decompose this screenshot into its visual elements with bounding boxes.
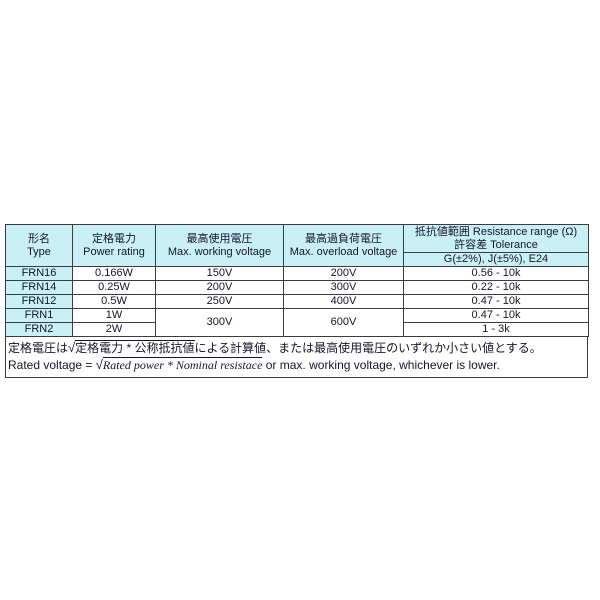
cell-overload-voltage: 200V bbox=[283, 266, 404, 281]
resistor-spec-container: 形名 Type 定格電力 Power rating 最高使用電圧 Max. wo… bbox=[5, 224, 589, 378]
header-power-en: Power rating bbox=[83, 245, 145, 258]
footnote: 定格電圧は√定格電力 * 公称抵抗値による計算値、または最高使用電圧のいずれか小… bbox=[5, 337, 588, 378]
footnote-en-radicand: Rated power * Nominal resistace bbox=[102, 357, 263, 372]
cell-overload-voltage: 400V bbox=[283, 294, 404, 309]
header-resistance-range: 抵抗値範囲 Resistance range (Ω) bbox=[414, 225, 578, 238]
header-type-ja: 形名 bbox=[28, 232, 50, 245]
radical-sign-icon: √ bbox=[95, 357, 103, 372]
column-header-type: 形名 Type bbox=[5, 224, 73, 267]
header-overload-ja: 最高過負荷電圧 bbox=[305, 232, 382, 245]
header-row: 形名 Type 定格電力 Power rating 最高使用電圧 Max. wo… bbox=[5, 224, 589, 267]
cell-working-voltage: 250V bbox=[155, 294, 284, 309]
cell-resistance-range: 1 - 3k bbox=[403, 322, 589, 337]
column-header-resistance-range: 抵抗値範囲 Resistance range (Ω) 許容差 Tolerance bbox=[403, 224, 589, 253]
column-subheader-tolerance-series: G(±2%), J(±5%), E24 bbox=[403, 252, 589, 267]
cell-overload-voltage: 300V bbox=[283, 280, 404, 295]
table-row-frn16: FRN16 0.166W 150V 200V 0.56 - 10k bbox=[5, 266, 589, 281]
cell-type: FRN1 bbox=[5, 308, 73, 323]
column-header-working-voltage: 最高使用電圧 Max. working voltage bbox=[155, 224, 284, 267]
header-subrow: G(±2%), J(±5%), E24 bbox=[6, 252, 589, 267]
cell-power: 0.5W bbox=[72, 294, 156, 309]
footnote-line-en: Rated voltage = √Rated power * Nominal r… bbox=[8, 356, 585, 373]
cell-resistance-range: 0.22 - 10k bbox=[403, 280, 589, 295]
table-row-frn2: FRN2 2W 1 - 3k bbox=[5, 322, 589, 337]
header-overload-en: Max. overload voltage bbox=[289, 245, 398, 258]
table-row-frn12: FRN12 0.5W 250V 400V 0.47 - 10k bbox=[5, 294, 589, 309]
footnote-line-ja: 定格電圧は√定格電力 * 公称抵抗値による計算値、または最高使用電圧のいずれか小… bbox=[8, 339, 585, 356]
cell-resistance-range: 0.56 - 10k bbox=[403, 266, 589, 281]
cell-resistance-range: 0.47 - 10k bbox=[403, 294, 589, 309]
cell-resistance-range: 0.47 - 10k bbox=[403, 308, 589, 323]
cell-type: FRN2 bbox=[5, 322, 73, 337]
column-header-overload-voltage: 最高過負荷電圧 Max. overload voltage bbox=[283, 224, 404, 267]
cell-power: 0.25W bbox=[72, 280, 156, 295]
table-row-frn14: FRN14 0.25W 200V 300V 0.22 - 10k bbox=[5, 280, 589, 295]
table-row-frn1: FRN1 1W 300V 600V 0.47 - 10k bbox=[5, 308, 589, 337]
cell-working-voltage: 150V bbox=[155, 266, 284, 281]
cell-type: FRN16 bbox=[5, 266, 73, 281]
header-type-en: Type bbox=[27, 245, 51, 258]
resistor-spec-table: 形名 Type 定格電力 Power rating 最高使用電圧 Max. wo… bbox=[5, 224, 589, 337]
column-header-power-rating: 定格電力 Power rating bbox=[72, 224, 156, 267]
footnote-ja-suffix: による計算値、または最高使用電圧のいずれか小さい値とする。 bbox=[194, 341, 542, 355]
header-tolerance: 許容差 Tolerance bbox=[454, 238, 538, 251]
cell-power: 0.166W bbox=[72, 266, 156, 281]
header-working-en: Max. working voltage bbox=[167, 245, 272, 258]
footnote-ja-prefix: 定格電圧は bbox=[8, 341, 69, 355]
cell-working-voltage-merged: 300V bbox=[155, 308, 284, 337]
footnote-en-suffix: or max. working voltage, whichever is lo… bbox=[262, 358, 500, 372]
cell-power: 1W bbox=[72, 308, 156, 323]
header-working-ja: 最高使用電圧 bbox=[186, 232, 253, 245]
cell-working-voltage: 200V bbox=[155, 280, 284, 295]
footnote-en-prefix: Rated voltage = bbox=[8, 358, 96, 372]
header-power-ja: 定格電力 bbox=[92, 232, 136, 245]
cell-type: FRN14 bbox=[5, 280, 73, 295]
radical-sign-icon: √ bbox=[68, 340, 76, 355]
cell-overload-voltage-merged: 600V bbox=[283, 308, 404, 337]
footnote-ja-radicand: 定格電力 * 公称抵抗値 bbox=[75, 340, 195, 355]
cell-type: FRN12 bbox=[5, 294, 73, 309]
cell-power: 2W bbox=[72, 322, 156, 337]
